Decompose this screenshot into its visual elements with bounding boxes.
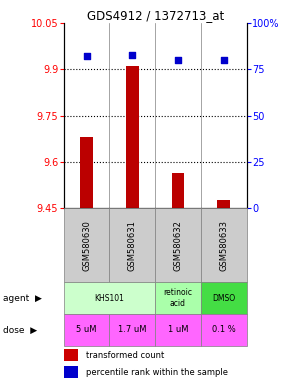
Bar (201, 208, 246, 282)
Text: GSM580630: GSM580630 (82, 220, 91, 271)
Bar (110, 314, 155, 346)
Bar (201, 282, 246, 314)
Bar (64, 366, 78, 379)
Text: retinoic
acid: retinoic acid (164, 288, 193, 308)
Bar (201, 314, 246, 346)
Text: 0.1 %: 0.1 % (212, 325, 235, 334)
Text: percentile rank within the sample: percentile rank within the sample (86, 368, 228, 377)
Text: KHS101: KHS101 (95, 294, 124, 303)
Text: 1 uM: 1 uM (168, 325, 188, 334)
Point (130, 51, 135, 58)
Bar (64, 314, 110, 346)
Text: transformed count: transformed count (86, 351, 164, 360)
Text: GSM580633: GSM580633 (219, 220, 228, 271)
Text: dose  ▶: dose ▶ (3, 325, 37, 334)
Bar (64, 208, 110, 282)
Point (84, 53, 89, 60)
Text: 5 uM: 5 uM (76, 325, 97, 334)
Text: GSM580632: GSM580632 (173, 220, 182, 271)
Bar (126, 66, 139, 208)
Bar (64, 349, 78, 361)
Text: 1.7 uM: 1.7 uM (118, 325, 146, 334)
Bar (64, 282, 155, 314)
Bar (155, 208, 201, 282)
Bar (217, 200, 230, 208)
Bar (172, 173, 184, 208)
Text: GSM580631: GSM580631 (128, 220, 137, 271)
Bar (155, 282, 201, 314)
Bar (110, 208, 155, 282)
Point (176, 57, 180, 63)
Bar (155, 314, 201, 346)
Title: GDS4912 / 1372713_at: GDS4912 / 1372713_at (86, 9, 224, 22)
Bar (80, 137, 93, 208)
Text: agent  ▶: agent ▶ (3, 294, 42, 303)
Text: DMSO: DMSO (212, 294, 235, 303)
Point (221, 57, 226, 63)
